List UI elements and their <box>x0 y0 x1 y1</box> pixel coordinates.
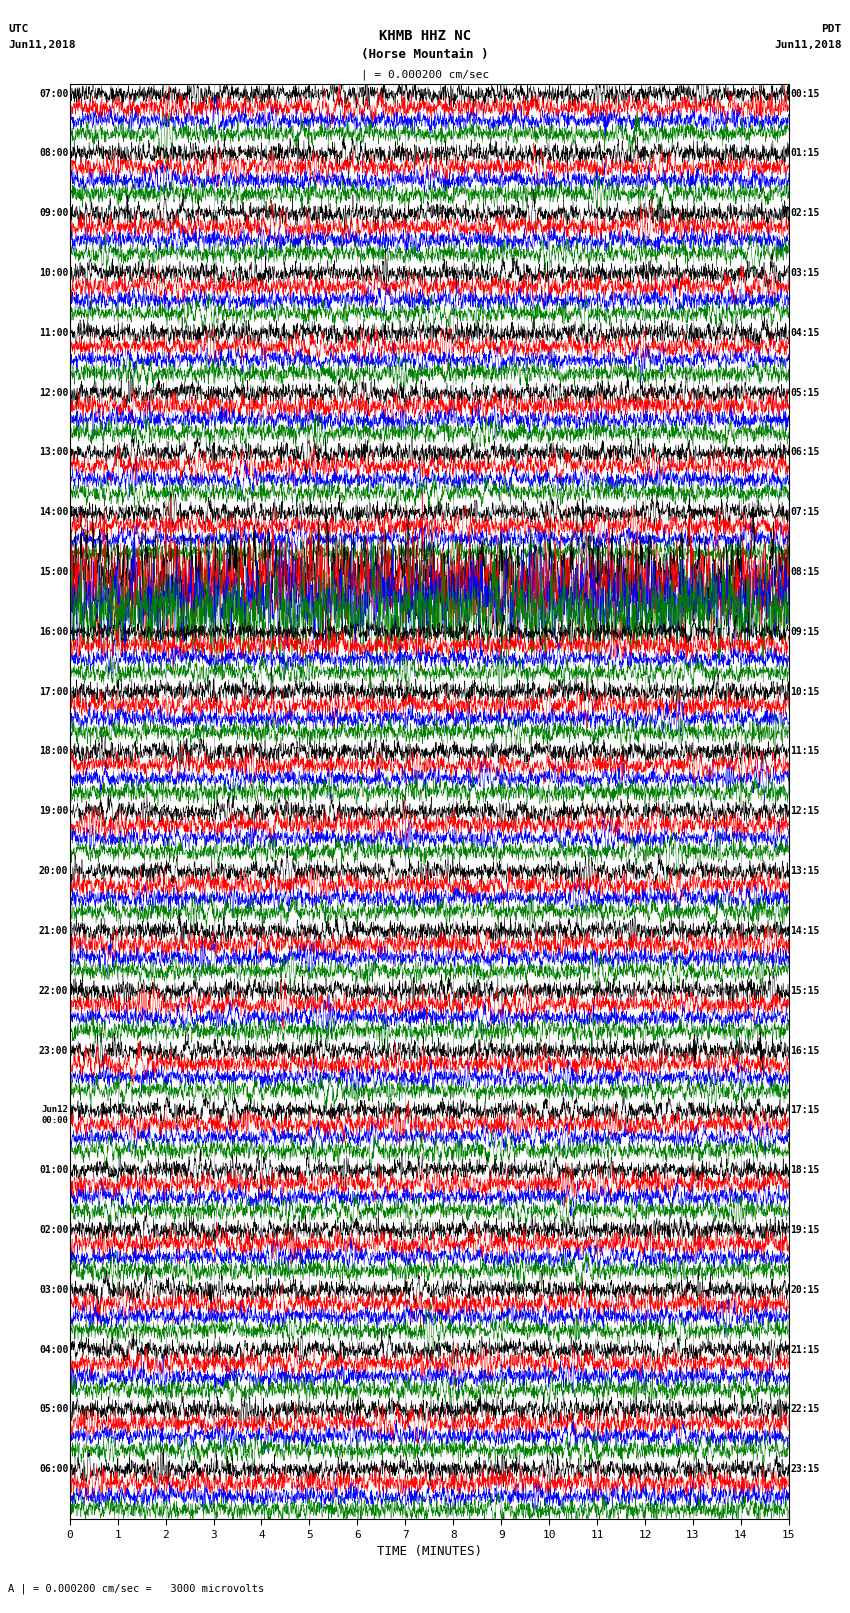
Text: 22:00: 22:00 <box>39 986 68 995</box>
Text: Jun11,2018: Jun11,2018 <box>774 40 842 50</box>
Text: 04:15: 04:15 <box>790 327 819 337</box>
Text: 03:00: 03:00 <box>39 1286 68 1295</box>
Text: Jun12
00:00: Jun12 00:00 <box>42 1105 68 1124</box>
Text: 11:15: 11:15 <box>790 747 819 756</box>
Text: 17:15: 17:15 <box>790 1105 819 1116</box>
X-axis label: TIME (MINUTES): TIME (MINUTES) <box>377 1545 482 1558</box>
Text: 16:00: 16:00 <box>39 627 68 637</box>
Text: 23:15: 23:15 <box>790 1465 819 1474</box>
Text: 04:00: 04:00 <box>39 1345 68 1355</box>
Text: UTC: UTC <box>8 24 29 34</box>
Text: 07:00: 07:00 <box>39 89 68 98</box>
Text: 19:15: 19:15 <box>790 1224 819 1236</box>
Text: 01:00: 01:00 <box>39 1165 68 1176</box>
Text: 23:00: 23:00 <box>39 1045 68 1055</box>
Text: 18:00: 18:00 <box>39 747 68 756</box>
Text: 15:15: 15:15 <box>790 986 819 995</box>
Text: 10:15: 10:15 <box>790 687 819 697</box>
Text: 06:00: 06:00 <box>39 1465 68 1474</box>
Text: 05:00: 05:00 <box>39 1405 68 1415</box>
Text: 17:00: 17:00 <box>39 687 68 697</box>
Text: 21:15: 21:15 <box>790 1345 819 1355</box>
Text: 15:00: 15:00 <box>39 568 68 577</box>
Text: 18:15: 18:15 <box>790 1165 819 1176</box>
Text: 14:00: 14:00 <box>39 506 68 518</box>
Text: 21:00: 21:00 <box>39 926 68 936</box>
Text: 07:15: 07:15 <box>790 506 819 518</box>
Text: 16:15: 16:15 <box>790 1045 819 1055</box>
Text: 10:00: 10:00 <box>39 268 68 277</box>
Text: 05:15: 05:15 <box>790 387 819 398</box>
Text: 12:00: 12:00 <box>39 387 68 398</box>
Text: 12:15: 12:15 <box>790 806 819 816</box>
Text: 03:15: 03:15 <box>790 268 819 277</box>
Text: 08:00: 08:00 <box>39 148 68 158</box>
Text: 14:15: 14:15 <box>790 926 819 936</box>
Text: 02:00: 02:00 <box>39 1224 68 1236</box>
Text: 20:00: 20:00 <box>39 866 68 876</box>
Text: 09:00: 09:00 <box>39 208 68 218</box>
Text: (Horse Mountain ): (Horse Mountain ) <box>361 48 489 61</box>
Text: 01:15: 01:15 <box>790 148 819 158</box>
Text: Jun11,2018: Jun11,2018 <box>8 40 76 50</box>
Text: 13:15: 13:15 <box>790 866 819 876</box>
Text: 08:15: 08:15 <box>790 568 819 577</box>
Text: 02:15: 02:15 <box>790 208 819 218</box>
Text: A | = 0.000200 cm/sec =   3000 microvolts: A | = 0.000200 cm/sec = 3000 microvolts <box>8 1582 264 1594</box>
Text: 20:15: 20:15 <box>790 1286 819 1295</box>
Text: 06:15: 06:15 <box>790 447 819 458</box>
Text: 11:00: 11:00 <box>39 327 68 337</box>
Text: 00:15: 00:15 <box>790 89 819 98</box>
Text: | = 0.000200 cm/sec: | = 0.000200 cm/sec <box>361 69 489 81</box>
Text: PDT: PDT <box>821 24 842 34</box>
Text: 09:15: 09:15 <box>790 627 819 637</box>
Text: KHMB HHZ NC: KHMB HHZ NC <box>379 29 471 44</box>
Text: 22:15: 22:15 <box>790 1405 819 1415</box>
Text: 19:00: 19:00 <box>39 806 68 816</box>
Text: 13:00: 13:00 <box>39 447 68 458</box>
